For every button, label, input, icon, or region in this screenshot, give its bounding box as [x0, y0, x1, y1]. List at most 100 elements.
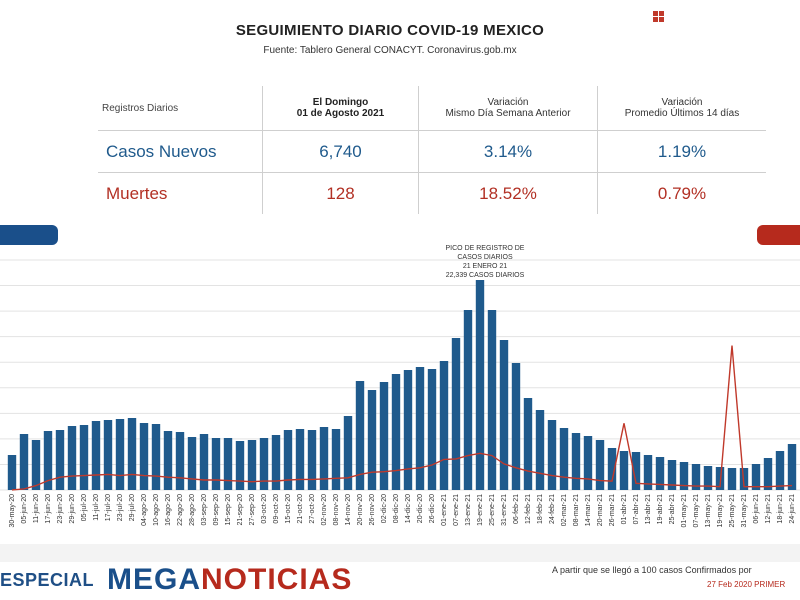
brand-logo: MEGANOTICIAS — [107, 563, 352, 597]
cases-bar — [511, 363, 521, 490]
cases-bar — [751, 464, 761, 490]
cases-bar — [343, 416, 353, 490]
x-tick-label: 06-jun-21 — [753, 494, 760, 524]
cases-bar — [43, 431, 53, 490]
covid-chart: 30-may-20 05-jun-20 11-jun-20 17-jun-20 23-j… — [0, 259, 800, 562]
x-tick-label: 14-nov-20 — [345, 494, 352, 526]
cases-bar — [787, 444, 797, 490]
x-tick-label: 03-oct-20 — [261, 494, 268, 524]
cases-bar — [391, 374, 401, 490]
x-tick-label: 24-feb-21 — [549, 494, 556, 524]
x-tick-label: 14-mar-21 — [585, 494, 592, 526]
deaths-line — [11, 345, 793, 491]
cases-bar — [31, 440, 41, 490]
x-tick-label: 21-oct-20 — [297, 494, 304, 524]
x-tick-label: 20-mar-21 — [597, 494, 604, 526]
x-tick-label: 09-sep-20 — [213, 494, 220, 526]
x-tick-label: 28-ago-20 — [189, 494, 196, 526]
deaths-legend-pill — [757, 225, 800, 245]
cases-bar — [235, 441, 245, 490]
x-tick-label: 29-jul-20 — [129, 494, 136, 521]
footer-strip — [0, 544, 800, 562]
x-tick-label: 08-dic-20 — [393, 494, 400, 523]
x-tick-label: 20-dic-20 — [417, 494, 424, 523]
x-tick-label: 26-dic-20 — [429, 494, 436, 523]
cases-bar — [679, 462, 689, 490]
cases-bar — [103, 420, 113, 490]
cases-bar — [283, 430, 293, 490]
annotation-line-2: CASOS DIARIOS — [457, 254, 513, 261]
x-tick-label: 17-jun-20 — [45, 494, 52, 524]
cases-bar — [487, 310, 497, 490]
value-deaths: 128 — [262, 172, 419, 214]
x-tick-label: 26-mar-21 — [609, 494, 616, 526]
cases-bar — [139, 423, 149, 490]
x-tick-label: 16-ago-20 — [165, 494, 172, 526]
cases-bar — [295, 429, 305, 490]
x-tick-label: 25-ene-21 — [489, 494, 496, 526]
cases-bar — [259, 438, 269, 490]
cases-legend-pill — [0, 225, 58, 245]
cases-bar — [211, 438, 221, 490]
cases-bar — [223, 438, 233, 490]
cases-bar — [547, 420, 557, 490]
cases-bar — [535, 410, 545, 490]
cases-bar — [427, 369, 437, 490]
var-14-deaths: 0.79% — [657, 183, 707, 203]
var-week-cases: 3.14% — [418, 130, 598, 173]
peak-arrow-head — [477, 306, 483, 312]
x-tick-label: 12-jun-21 — [765, 494, 772, 524]
x-tick-label: 13-ene-21 — [465, 494, 472, 526]
stats-row-cases: Casos Nuevos 6,740 3.14% 1.19% — [98, 130, 766, 173]
header-date: El Domingo 01 de Agosto 2021 — [262, 86, 419, 131]
x-tick-label: 20-nov-20 — [357, 494, 364, 526]
cases-bar — [7, 455, 17, 490]
x-tick-label: 03-sep-20 — [201, 494, 208, 526]
x-tick-label: 31-may-21 — [741, 494, 748, 528]
cases-bar — [655, 457, 665, 490]
cases-bar — [55, 430, 65, 490]
cases-bar — [607, 448, 617, 490]
footer-note: A partir que se llegó a 100 casos Confir… — [552, 565, 752, 575]
cases-bar — [439, 361, 449, 490]
cases-bar — [559, 428, 569, 490]
cases-bar — [367, 390, 377, 490]
x-tick-label: 22-ago-20 — [177, 494, 184, 526]
cases-bar — [403, 370, 413, 490]
cases-bar — [355, 381, 365, 490]
x-tick-label: 26-nov-20 — [369, 494, 376, 526]
annotation-line-1: PICO DE REGISTRO DE — [445, 245, 525, 252]
x-tick-label: 19-ene-21 — [477, 494, 484, 526]
x-tick-label: 24-jun-21 — [789, 494, 796, 524]
x-tick-label: 31-ene-21 — [501, 494, 508, 526]
cases-bar — [19, 434, 29, 490]
cases-bar — [763, 458, 773, 490]
cases-bar — [199, 434, 209, 490]
var-14-cases: 1.19% — [597, 130, 766, 173]
logo-icon — [653, 11, 665, 23]
header-variation-week: Variación Mismo Día Semana Anterior — [418, 86, 598, 131]
x-tick-label: 07-abr-21 — [633, 494, 640, 524]
var-week-deaths: 18.52% — [418, 172, 598, 214]
cases-bar — [415, 367, 425, 490]
cases-bar — [463, 310, 473, 490]
x-tick-label: 07-may-21 — [693, 494, 700, 528]
x-tick-label: 05-jun-20 — [21, 494, 28, 524]
x-tick-label: 02-dic-20 — [381, 494, 388, 523]
x-tick-label: 04-ago-20 — [141, 494, 148, 526]
cases-bar — [583, 436, 593, 490]
cases-bar — [187, 437, 197, 490]
x-tick-label: 19-abr-21 — [657, 494, 664, 524]
x-tick-label: 10-ago-20 — [153, 494, 160, 526]
cases-bar — [175, 432, 185, 490]
x-tick-label: 01-may-21 — [681, 494, 688, 528]
page-title: SEGUIMIENTO DIARIO COVID-19 MEXICO — [235, 22, 545, 39]
cases-bar — [775, 451, 785, 490]
x-tick-label: 12-feb-21 — [525, 494, 532, 524]
page-subtitle: Fuente: Tablero General CONACYT. Coronav… — [263, 45, 517, 56]
x-tick-label: 13-abr-21 — [645, 494, 652, 524]
footer-note-2: 27 Feb 2020 PRIMER — [707, 580, 786, 589]
annotation-line-3: 21 ENERO 21 — [462, 263, 508, 270]
cases-bar — [379, 382, 389, 490]
cases-bar — [691, 464, 701, 490]
